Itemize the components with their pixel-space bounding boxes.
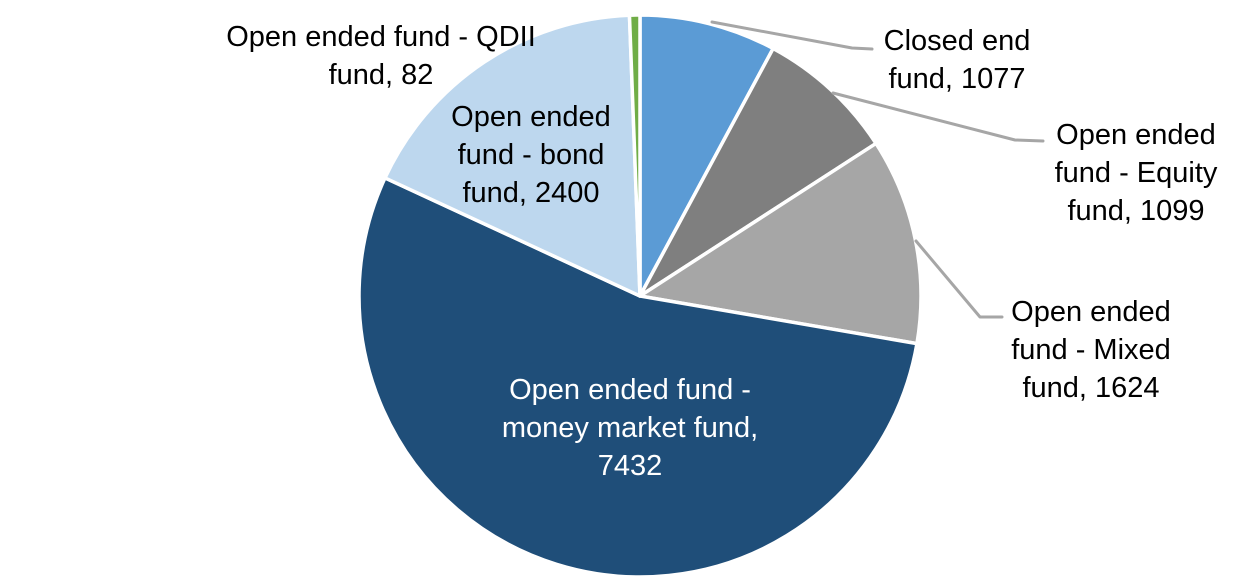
leader-line-open-ended-fund-equity-fund (831, 91, 1045, 143)
pie-slice-open-ended-fund-mixed-fund[interactable] (638, 141, 923, 346)
pie-slice-open-ended-fund-equity-fund[interactable] (638, 46, 878, 298)
pie-slice-open-ended-fund-bond-fund[interactable] (383, 13, 642, 298)
pie-slice-open-ended-fund-qdii-fund[interactable] (627, 13, 642, 298)
leader-line-open-ended-fund-mixed-fund (914, 239, 1004, 319)
leader-line-closed-end-fund (710, 20, 874, 51)
pie-slice-closed-end-fund[interactable] (638, 13, 775, 298)
pie-slice-open-ended-fund-money-market-fund[interactable] (357, 176, 919, 579)
